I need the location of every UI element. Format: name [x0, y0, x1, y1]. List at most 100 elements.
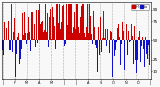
Bar [131, 24, 132, 40]
Bar [58, 23, 59, 40]
Bar [142, 37, 143, 40]
Bar [91, 34, 92, 40]
Bar [112, 40, 113, 77]
Bar [99, 31, 100, 40]
Bar [123, 31, 124, 40]
Bar [72, 33, 73, 40]
Bar [80, 17, 81, 40]
Bar [47, 13, 48, 40]
Bar [127, 40, 128, 55]
Bar [130, 40, 131, 41]
Bar [23, 31, 24, 40]
Bar [24, 12, 25, 40]
Bar [32, 12, 33, 40]
Bar [122, 22, 123, 40]
Bar [78, 27, 79, 40]
Bar [71, 4, 72, 40]
Bar [25, 33, 26, 40]
Bar [90, 16, 91, 40]
Bar [93, 11, 94, 40]
Bar [55, 40, 56, 49]
Bar [148, 40, 149, 45]
Bar [128, 40, 129, 49]
Bar [92, 40, 93, 44]
Bar [144, 40, 145, 67]
Bar [102, 38, 103, 40]
Bar [36, 10, 37, 40]
Bar [86, 27, 87, 40]
Bar [141, 40, 142, 46]
Bar [17, 37, 18, 40]
Bar [85, 37, 86, 40]
Bar [69, 4, 70, 40]
Bar [109, 40, 110, 53]
Bar [106, 40, 107, 46]
Bar [27, 33, 28, 40]
Bar [149, 40, 150, 65]
Bar [98, 27, 99, 40]
Bar [38, 10, 39, 40]
Bar [100, 17, 101, 40]
Bar [62, 6, 63, 40]
Bar [48, 38, 49, 40]
Bar [110, 31, 111, 40]
Bar [135, 40, 136, 60]
Bar [49, 17, 50, 40]
Bar [105, 40, 106, 56]
Bar [50, 9, 51, 40]
Bar [39, 4, 40, 40]
Legend: Hi, Lo: Hi, Lo [131, 4, 149, 10]
Bar [82, 4, 83, 40]
Bar [101, 40, 102, 52]
Bar [22, 13, 23, 40]
Bar [147, 40, 148, 59]
Bar [145, 37, 146, 40]
Bar [19, 40, 20, 64]
Bar [137, 40, 138, 60]
Bar [76, 4, 77, 40]
Bar [81, 6, 82, 40]
Bar [118, 24, 119, 40]
Bar [6, 24, 7, 40]
Bar [70, 4, 71, 40]
Bar [138, 37, 139, 40]
Bar [43, 32, 44, 40]
Bar [28, 17, 29, 40]
Bar [77, 4, 78, 40]
Bar [117, 28, 118, 40]
Bar [120, 40, 121, 65]
Bar [11, 4, 12, 40]
Bar [14, 18, 15, 40]
Bar [9, 40, 10, 50]
Bar [45, 4, 46, 40]
Bar [29, 32, 30, 40]
Bar [104, 38, 105, 40]
Bar [52, 7, 53, 40]
Bar [13, 32, 14, 40]
Bar [73, 27, 74, 40]
Bar [40, 24, 41, 40]
Bar [119, 37, 120, 40]
Bar [37, 40, 38, 43]
Bar [67, 25, 68, 40]
Bar [139, 38, 140, 40]
Bar [21, 40, 22, 49]
Bar [31, 12, 32, 40]
Bar [96, 40, 97, 48]
Bar [113, 39, 114, 40]
Bar [44, 30, 45, 40]
Bar [42, 21, 43, 40]
Bar [68, 4, 69, 40]
Bar [30, 40, 31, 51]
Bar [8, 29, 9, 40]
Bar [88, 4, 89, 40]
Bar [74, 12, 75, 40]
Bar [61, 22, 62, 40]
Bar [121, 40, 122, 44]
Bar [4, 22, 5, 40]
Bar [57, 4, 58, 40]
Bar [51, 39, 52, 40]
Bar [114, 40, 115, 56]
Bar [140, 40, 141, 62]
Bar [124, 40, 125, 52]
